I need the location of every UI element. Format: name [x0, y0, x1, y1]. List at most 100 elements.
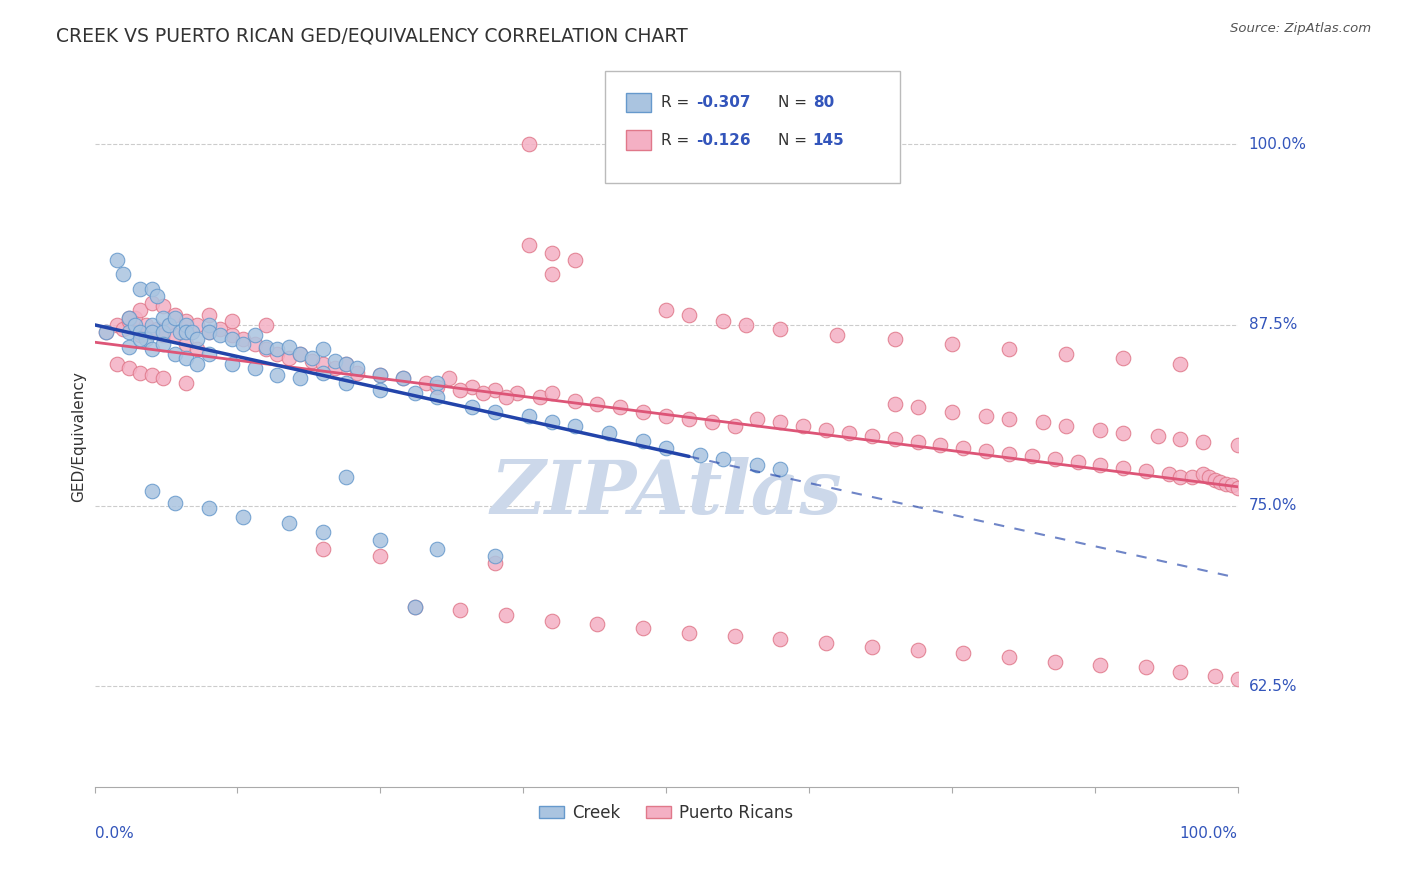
Point: [174, 351, 197, 365]
Point: [907, 643, 929, 657]
Point: [711, 452, 734, 467]
Point: [426, 376, 449, 390]
Point: [404, 599, 426, 614]
Point: [1090, 424, 1112, 438]
Point: [907, 401, 929, 415]
Point: [1226, 672, 1249, 686]
Point: [1204, 473, 1226, 487]
Point: [243, 328, 266, 343]
Point: [323, 354, 346, 368]
Point: [678, 412, 700, 426]
Point: [232, 510, 254, 524]
Point: [118, 325, 141, 339]
Point: [1135, 660, 1157, 674]
Point: [221, 357, 243, 371]
Point: [124, 310, 146, 325]
Text: 100.0%: 100.0%: [1249, 136, 1306, 152]
Text: 0.0%: 0.0%: [94, 826, 134, 841]
Text: N =: N =: [778, 133, 811, 147]
Point: [974, 409, 997, 423]
Point: [335, 376, 357, 390]
Point: [243, 336, 266, 351]
Point: [323, 361, 346, 376]
Point: [112, 267, 135, 281]
Point: [157, 318, 180, 332]
Point: [860, 640, 883, 655]
Point: [461, 401, 484, 415]
Point: [883, 397, 905, 411]
Point: [198, 325, 221, 339]
Point: [461, 380, 484, 394]
Point: [472, 385, 495, 400]
Point: [290, 347, 312, 361]
Point: [747, 412, 769, 426]
Point: [655, 409, 678, 423]
Point: [112, 322, 135, 336]
Point: [157, 318, 180, 332]
Point: [163, 496, 186, 510]
Point: [827, 328, 849, 343]
Point: [118, 310, 141, 325]
Point: [107, 357, 129, 371]
Point: [883, 332, 905, 346]
Point: [769, 415, 792, 429]
Point: [998, 412, 1021, 426]
Point: [998, 343, 1021, 357]
Point: [838, 426, 860, 441]
Point: [404, 599, 426, 614]
Point: [1090, 458, 1112, 472]
Point: [254, 340, 277, 354]
Point: [141, 368, 163, 383]
Point: [368, 368, 391, 383]
Point: [174, 318, 197, 332]
Point: [135, 332, 157, 346]
Point: [1192, 467, 1215, 481]
Point: [929, 438, 952, 452]
Point: [209, 322, 232, 336]
Point: [141, 343, 163, 357]
Point: [449, 602, 471, 616]
Point: [277, 516, 299, 530]
Text: N =: N =: [778, 95, 811, 110]
Point: [1021, 450, 1043, 464]
Point: [141, 325, 163, 339]
Point: [484, 404, 506, 418]
Y-axis label: GED/Equivalency: GED/Equivalency: [72, 371, 86, 502]
Point: [1192, 434, 1215, 449]
Text: R =: R =: [661, 133, 695, 147]
Text: 80: 80: [813, 95, 834, 110]
Point: [1170, 432, 1192, 446]
Point: [860, 429, 883, 443]
Point: [141, 318, 163, 332]
Point: [335, 357, 357, 371]
Point: [232, 332, 254, 346]
Point: [163, 310, 186, 325]
Point: [1226, 438, 1249, 452]
Point: [198, 308, 221, 322]
Point: [941, 404, 963, 418]
Point: [1209, 475, 1232, 490]
Point: [221, 313, 243, 327]
Text: 75.0%: 75.0%: [1249, 498, 1296, 513]
Point: [1215, 476, 1237, 491]
Point: [129, 366, 152, 380]
Point: [1170, 357, 1192, 371]
Point: [1043, 655, 1066, 669]
Point: [141, 325, 163, 339]
Point: [998, 446, 1021, 460]
Point: [415, 376, 437, 390]
Point: [254, 343, 277, 357]
Point: [689, 448, 711, 462]
Point: [517, 238, 540, 252]
Point: [368, 368, 391, 383]
Point: [118, 361, 141, 376]
Point: [747, 458, 769, 472]
Point: [186, 318, 208, 332]
Text: 100.0%: 100.0%: [1180, 826, 1237, 841]
Point: [1157, 467, 1180, 481]
Point: [312, 357, 335, 371]
Point: [266, 347, 288, 361]
Point: [1032, 415, 1054, 429]
Point: [221, 332, 243, 346]
Point: [631, 404, 654, 418]
